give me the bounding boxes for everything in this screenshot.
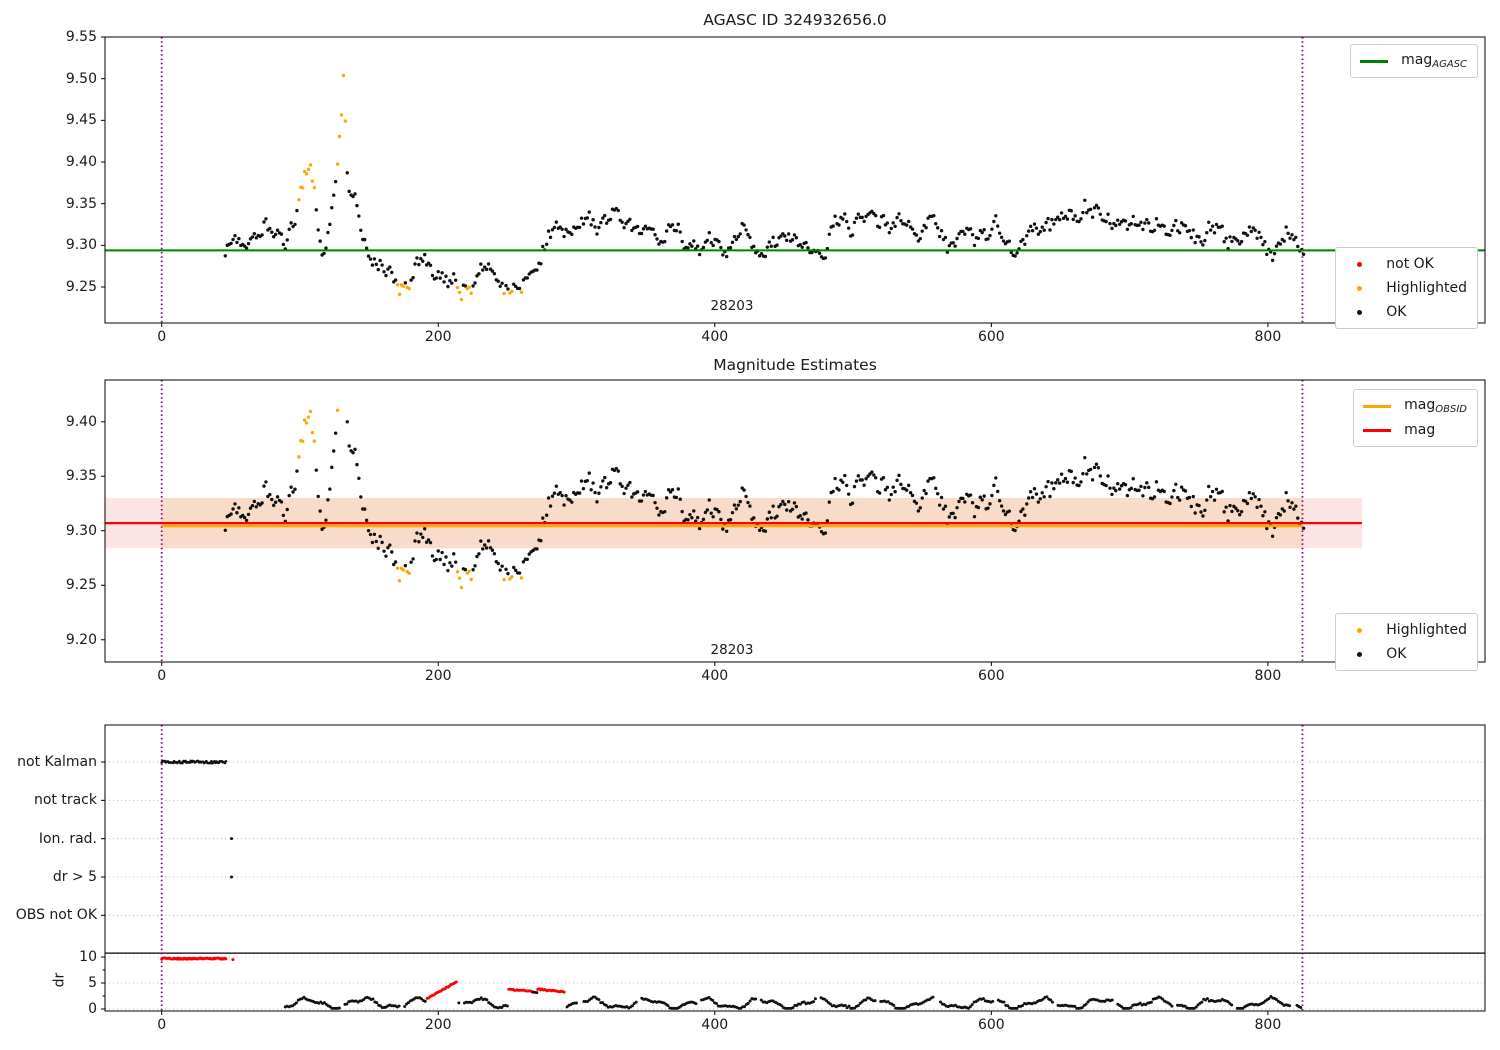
top-xtick-800: 800: [1254, 329, 1282, 345]
legend-top-markers: not OK Highlighted OK: [1335, 247, 1478, 329]
flag-label-0: not Kalman: [17, 754, 97, 770]
top-scatter-points: [223, 73, 1306, 302]
legend-mag-lines: magOBSID mag: [1353, 389, 1478, 447]
legend-line-swatch: [1359, 59, 1389, 63]
dr-tick-0: 0: [88, 1001, 97, 1017]
legend-item-ok: OK: [1344, 300, 1467, 324]
middle-ytick-9.30: 9.30: [65, 522, 97, 539]
legend-line-swatch: [1362, 404, 1392, 408]
legend-item-mag: mag: [1362, 418, 1467, 442]
bottom-xtick-200: 200: [424, 1017, 452, 1033]
middle-xtick-600: 600: [977, 668, 1005, 684]
middle-panel-title: Magnitude Estimates: [713, 356, 877, 374]
bottom-xtick-400: 400: [701, 1017, 729, 1033]
legend-dot-swatch: [1344, 627, 1374, 633]
flag-label-2: Ion. rad.: [38, 830, 97, 847]
middle-obsid-label: 28203: [710, 642, 754, 658]
top-ytick-9.45: 9.45: [65, 112, 97, 129]
dr-tick-10: 10: [79, 949, 97, 965]
middle-ytick-9.25: 9.25: [65, 577, 97, 594]
legend-item-label: Highlighted: [1386, 622, 1467, 638]
top-xtick-400: 400: [701, 329, 729, 345]
middle-scatter-points: [223, 408, 1306, 590]
legend-item-ok: OK: [1344, 642, 1467, 666]
legend-item-label: magOBSID: [1404, 397, 1467, 415]
legend-item-label: mag: [1404, 422, 1436, 438]
bottom-xtick-800: 800: [1254, 1017, 1282, 1033]
legend-item-highlighted: Highlighted: [1344, 276, 1467, 300]
middle-xtick-800: 800: [1254, 668, 1282, 684]
top-ytick-9.30: 9.30: [65, 237, 97, 254]
flag-label-1: not track: [33, 792, 97, 809]
middle-panel-axes: [104, 379, 1486, 663]
dr-not-ok-points: [160, 956, 566, 1000]
legend-dot-swatch: [1344, 261, 1374, 267]
legend-item-not-ok: not OK: [1344, 252, 1467, 276]
top-obsid-label: 28203: [710, 298, 754, 314]
top-ytick-9.55: 9.55: [65, 29, 97, 45]
legend-item-mag: magOBSID: [1362, 394, 1467, 418]
middle-xtick-400: 400: [701, 668, 729, 684]
top-xtick-600: 600: [977, 329, 1005, 345]
legend-item-label: not OK: [1386, 256, 1434, 272]
top-ytick-9.50: 9.50: [65, 70, 97, 87]
bottom-xtick-0: 0: [157, 1017, 167, 1033]
flag-label-3: dr > 5: [52, 868, 97, 885]
flag-label-4: OBS not OK: [15, 907, 97, 924]
top-panel-axes: [104, 36, 1486, 324]
legend-line-swatch: [1362, 428, 1392, 432]
middle-ytick-9.20: 9.20: [65, 631, 97, 648]
flag-points: [160, 759, 234, 879]
bottom-xtick-600: 600: [977, 1017, 1005, 1033]
legend-dot-swatch: [1344, 651, 1374, 657]
dr-ok-points: [283, 990, 1303, 1010]
middle-ytick-9.40: 9.40: [65, 413, 97, 430]
legend-item-label: OK: [1386, 646, 1407, 662]
legend-item-label: OK: [1386, 304, 1407, 320]
top-ytick-9.25: 9.25: [65, 279, 97, 295]
middle-xtick-200: 200: [424, 668, 452, 684]
middle-xtick-0: 0: [157, 668, 167, 684]
dr-axis-label: dr: [51, 972, 68, 988]
bottom-panel-axes: [104, 724, 1486, 1012]
legend-item-mag: magAGASC: [1359, 49, 1467, 73]
legend-mag-agasc: magAGASC: [1350, 44, 1478, 78]
top-xtick-0: 0: [157, 329, 167, 345]
legend-item-label: magAGASC: [1401, 52, 1467, 70]
top-ytick-9.35: 9.35: [65, 195, 97, 212]
legend-middle-markers: Highlighted OK: [1335, 613, 1478, 671]
legend-dot-swatch: [1344, 285, 1374, 291]
top-ytick-9.40: 9.40: [65, 154, 97, 170]
top-panel-title: AGASC ID 324932656.0: [703, 11, 887, 29]
legend-item-highlighted: Highlighted: [1344, 618, 1467, 642]
top-xtick-200: 200: [424, 329, 452, 345]
legend-dot-swatch: [1344, 309, 1374, 315]
dr-tick-5: 5: [88, 975, 97, 991]
legend-item-label: Highlighted: [1386, 280, 1467, 296]
middle-ytick-9.35: 9.35: [65, 468, 97, 485]
